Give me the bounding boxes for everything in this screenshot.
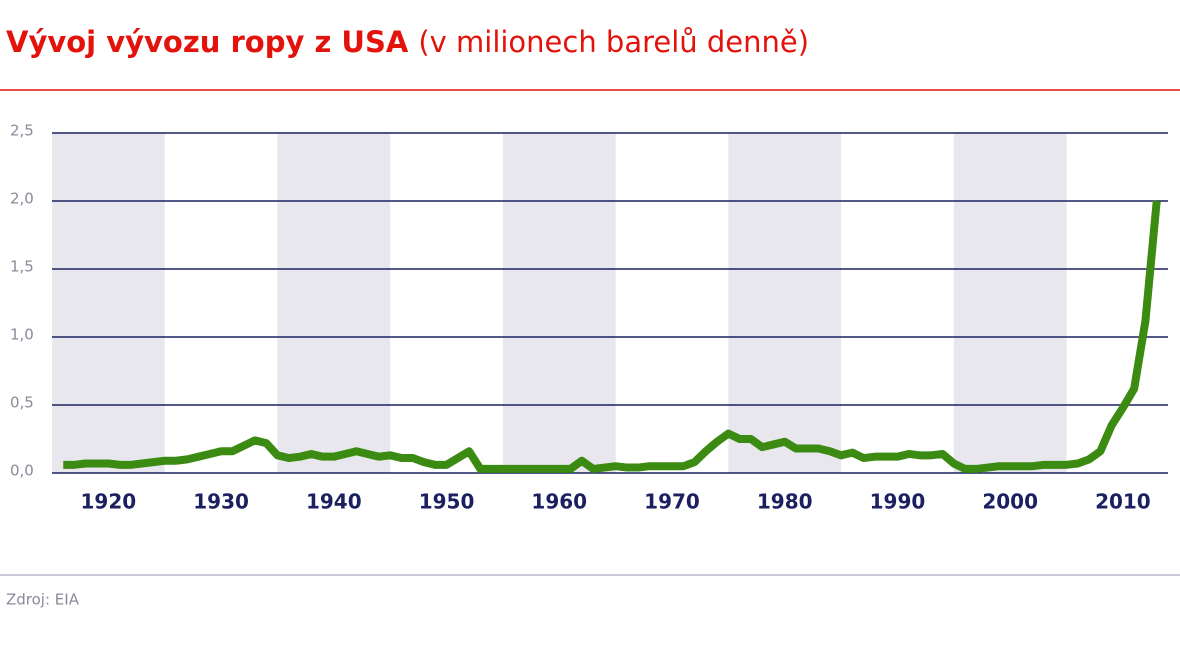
x-tick-label: 1980 (757, 490, 813, 514)
x-tick-label: 1940 (306, 490, 362, 514)
data-line (63, 200, 1161, 473)
band (502, 133, 616, 473)
plot (63, 200, 1161, 473)
chart-title: Vývoj vývozu ropy z USA (v milionech bare… (6, 25, 809, 59)
x-tick-label: 1950 (419, 490, 475, 514)
bands (52, 133, 1067, 473)
y-tick-label: 0,5 (10, 394, 34, 412)
y-tick-label: 1,0 (10, 326, 34, 344)
chart-subtitle: (v milionech barelů denně) (418, 25, 809, 59)
y-tick-label: 2,0 (10, 190, 34, 208)
band (277, 133, 391, 473)
x-tick-label: 2010 (1095, 490, 1151, 514)
source: Zdroj: EIA (6, 591, 80, 609)
x-tick-label: 1920 (81, 490, 137, 514)
chart-title-main: Vývoj vývozu ropy z USA (6, 25, 409, 59)
x-tick-label: 1990 (870, 490, 926, 514)
y-tick-label: 0,0 (10, 462, 34, 480)
band (953, 133, 1067, 473)
x-tick-label: 1960 (531, 490, 587, 514)
band (728, 133, 842, 473)
x-tick-label: 1930 (193, 490, 249, 514)
x-tick-label: 1970 (644, 490, 700, 514)
band (52, 133, 165, 473)
x-tick-label: 2000 (982, 490, 1038, 514)
grid: 0,0 0,5 1,0 1,5 2,0 2,5 1920 1930 1940 1950 1960 19… (10, 122, 1168, 514)
y-tick-label: 2,5 (10, 122, 34, 140)
y-tick-label: 1,5 (10, 258, 34, 276)
